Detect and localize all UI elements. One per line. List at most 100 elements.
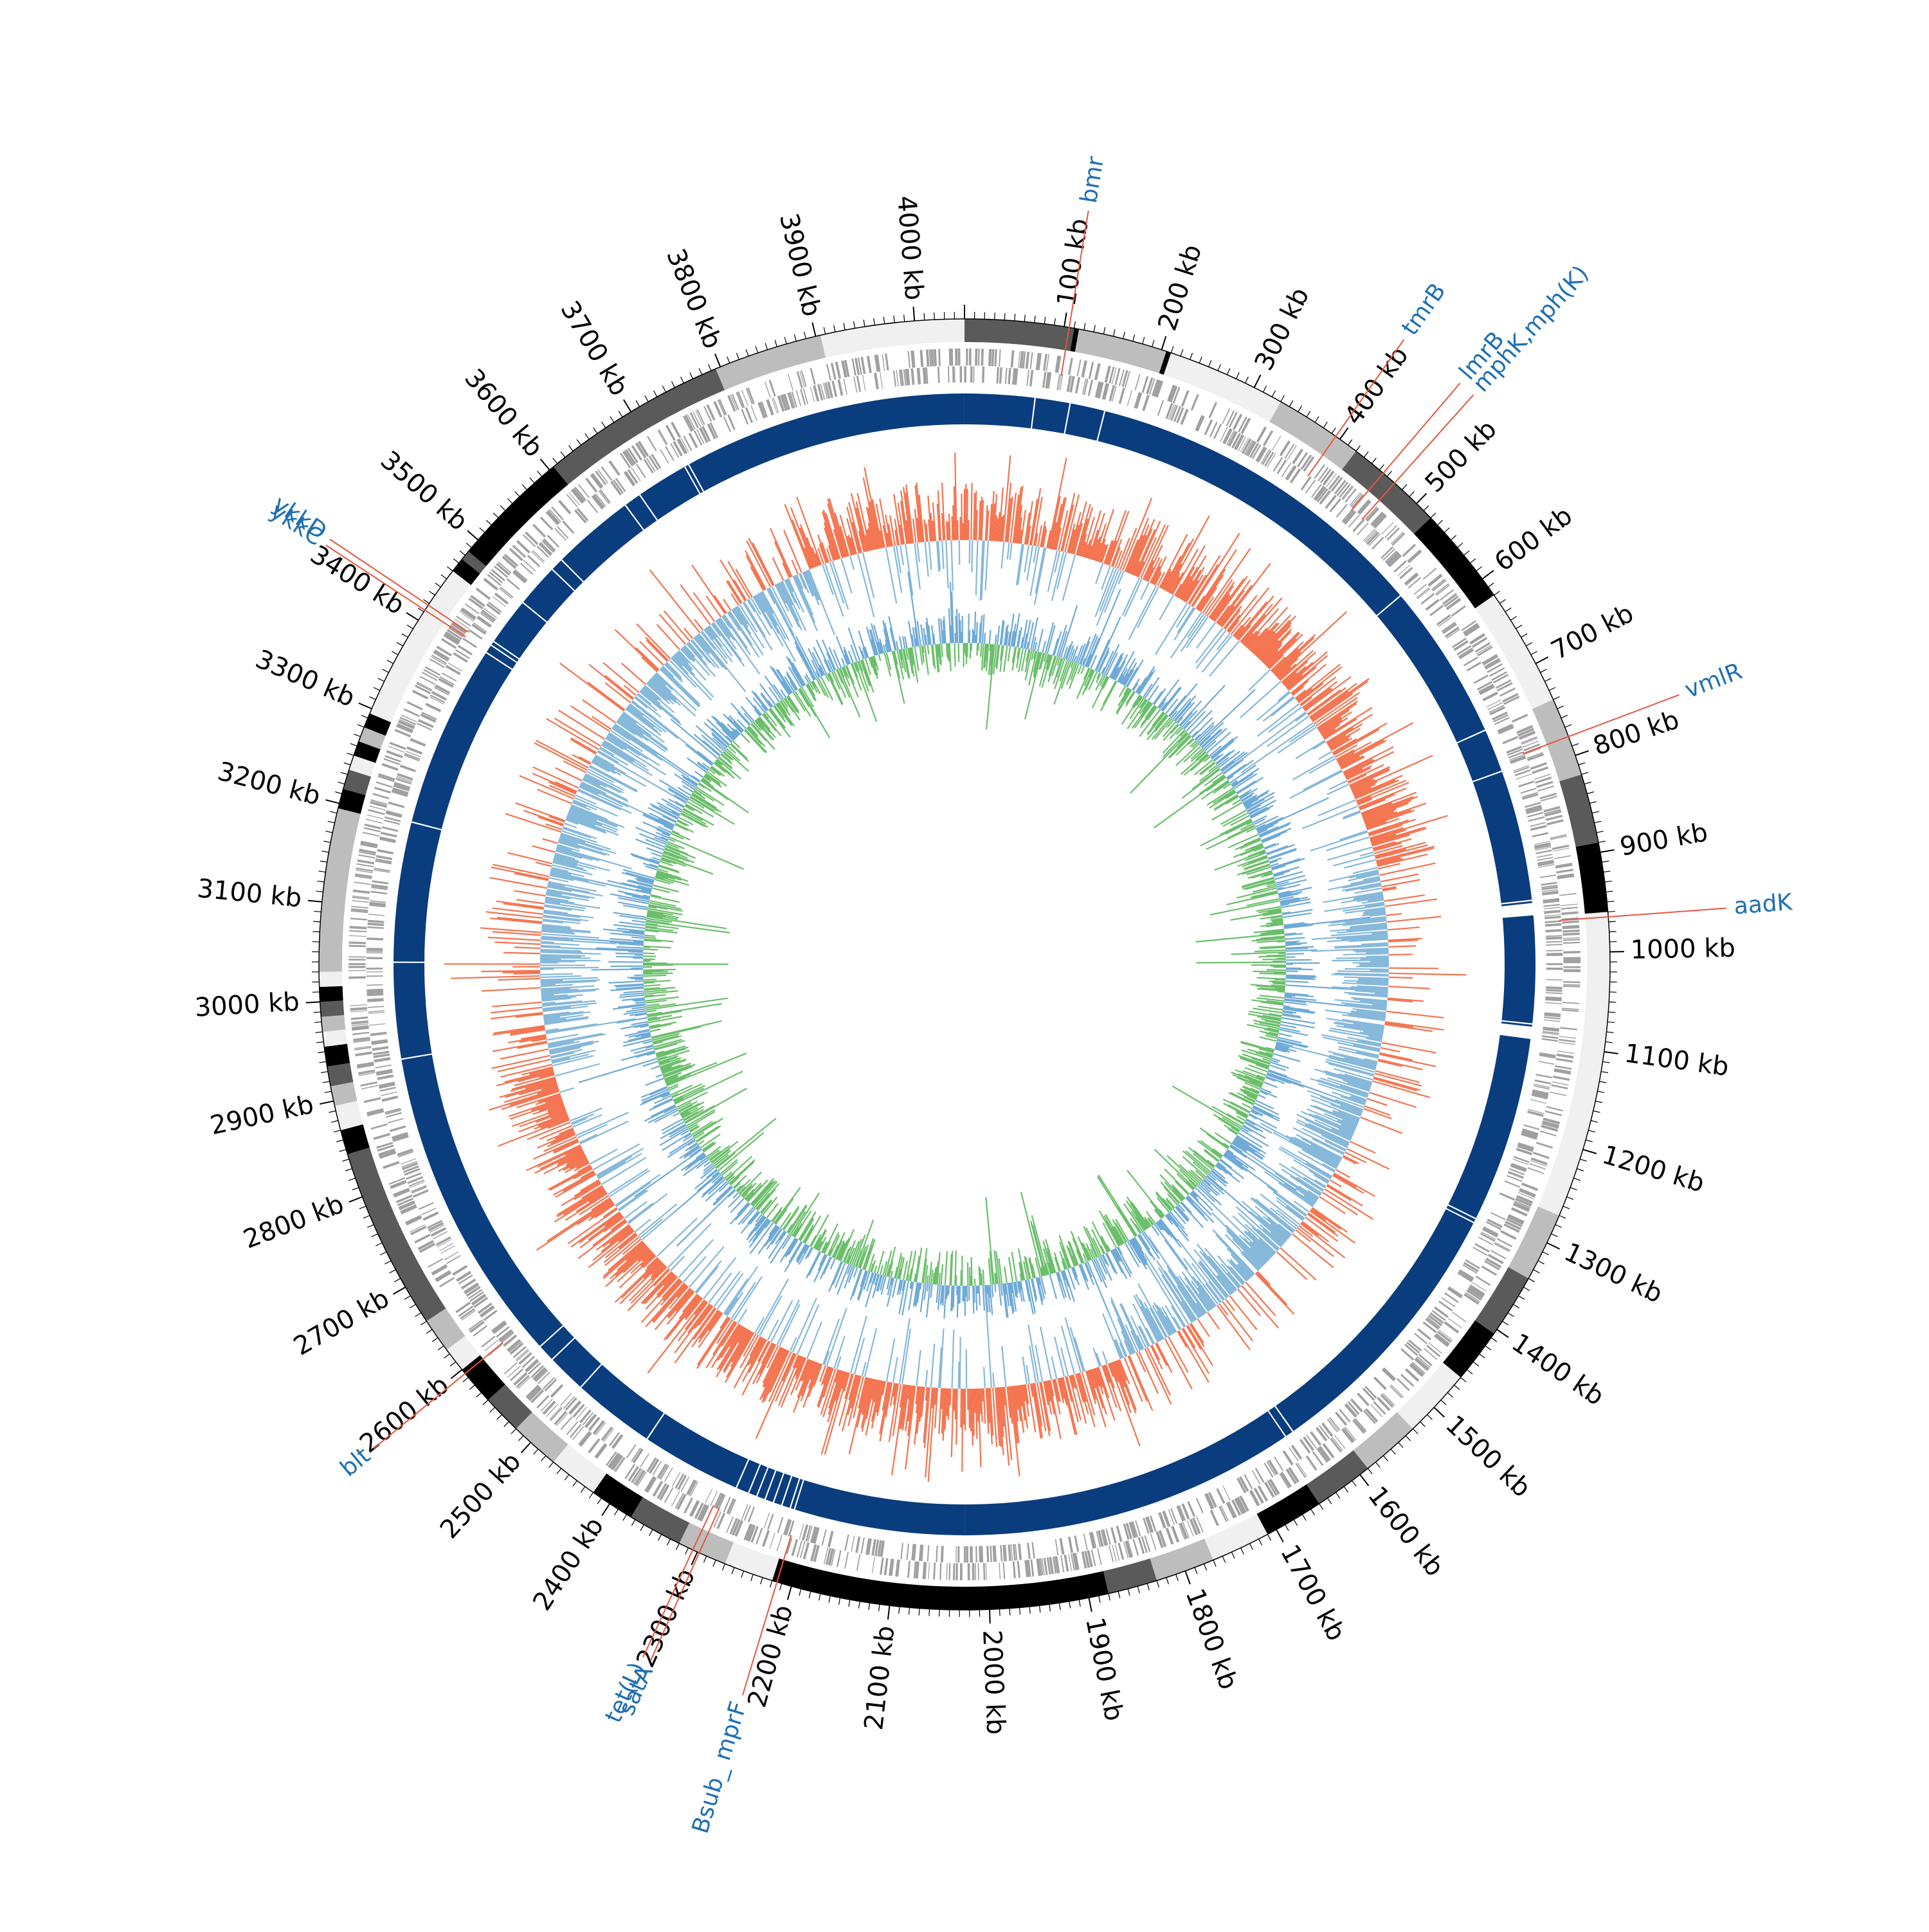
gc-skew-bar: [1147, 1348, 1170, 1396]
gc-skew-bar: [757, 1279, 789, 1335]
gc-skew-bar: [491, 1007, 542, 1013]
gc-skew-bar: [1366, 952, 1389, 953]
gc-content-bar: [928, 645, 929, 654]
gene-feature: [1301, 476, 1312, 491]
gc-skew-bar: [1141, 582, 1149, 600]
gene-feature: [928, 1562, 930, 1580]
gc-content-bar: [644, 979, 657, 980]
gc-content-bar: [1253, 971, 1285, 972]
gc-content-bar: [624, 991, 644, 993]
gene-feature: [1060, 1555, 1064, 1572]
gene-feature: [986, 1546, 989, 1562]
gc-content-bar: [1278, 1033, 1292, 1036]
gene-feature: [792, 1539, 799, 1556]
gc-content-bar: [982, 644, 983, 671]
gc-content-bar: [941, 1264, 943, 1285]
gene-feature: [1561, 911, 1579, 915]
gc-skew-bar: [1375, 842, 1426, 856]
gc-content-bar: [1085, 636, 1098, 666]
gene-feature: [1083, 1534, 1088, 1550]
gc-content-bar: [959, 613, 960, 643]
gc-skew-bar: [1343, 1156, 1359, 1164]
gc-content-bar: [647, 746, 700, 782]
gc-content-bar: [716, 1119, 776, 1168]
gc-skew-bar: [1278, 691, 1290, 701]
gc-skew-bar: [493, 1042, 547, 1052]
gene-feature: [1546, 1106, 1563, 1111]
gc-content-bar: [1231, 952, 1286, 954]
gc-skew-bar: [1369, 1092, 1416, 1107]
gc-skew-bar: [952, 1330, 954, 1389]
gene-feature: [1541, 1038, 1558, 1042]
gc-skew-bar: [613, 726, 689, 777]
gc-content-bar: [995, 635, 996, 644]
gc-skew-bar: [962, 1389, 963, 1472]
gc-skew-bar: [1229, 1296, 1256, 1330]
gene-feature: [1474, 674, 1489, 684]
gc-skew-bar: [976, 510, 977, 540]
gc-content-bar: [770, 666, 789, 695]
gc-skew-bar: [646, 637, 668, 660]
gc-content-bar: [685, 1155, 706, 1170]
gc-skew-bar: [1093, 1348, 1100, 1366]
gene-feature: [856, 1554, 860, 1571]
gc-skew-bar: [580, 1216, 623, 1248]
gc-skew-bar: [547, 719, 599, 750]
gc-content-bar: [931, 1284, 932, 1297]
gene-feature: [1459, 649, 1474, 659]
gc-skew-bar: [503, 972, 540, 973]
gc-skew-bar: [1118, 571, 1123, 584]
gc-content-bar: [644, 814, 673, 828]
gc-skew-bar: [1386, 1011, 1444, 1018]
gc-skew-bar: [1257, 692, 1291, 720]
gc-skew-bar: [1381, 1048, 1400, 1052]
gc-skew-bar: [696, 1267, 718, 1294]
gc-skew-bar: [514, 874, 548, 881]
gene-feature: [1563, 981, 1580, 983]
gene-feature: [1562, 921, 1579, 924]
gc-skew-bar: [900, 545, 903, 566]
gc-skew-bar: [1125, 579, 1142, 617]
gc-content-bar: [1257, 798, 1329, 831]
gene-feature: [844, 1535, 849, 1551]
gene-feature: [1545, 920, 1562, 923]
gc-skew-bar: [1035, 548, 1046, 604]
gc-content-bar: [1271, 1062, 1289, 1068]
gc-skew-bar: [560, 664, 624, 711]
gene-feature: [1505, 1180, 1520, 1188]
gc-content-bar: [1009, 1257, 1013, 1282]
gene-feature: [1191, 394, 1199, 411]
gene-feature: [1416, 587, 1429, 598]
gene-feature: [1542, 1035, 1559, 1039]
gene-feature: [1373, 1378, 1386, 1390]
gc-content-bar: [979, 1266, 980, 1285]
gc-skew-bar: [597, 1161, 626, 1177]
gc-skew-bar: [560, 1088, 574, 1092]
gene-feature: [1187, 1501, 1195, 1517]
gc-content-bar: [976, 1286, 977, 1311]
gene-feature: [1563, 986, 1580, 988]
gene-feature: [1373, 1377, 1386, 1390]
gc-content-bar: [645, 1078, 664, 1085]
gc-content-bar: [657, 829, 671, 835]
gene-feature: [1543, 904, 1560, 907]
gc-skew-bar: [498, 979, 541, 980]
gene-feature: [957, 1546, 959, 1562]
gene-feature: [1544, 916, 1561, 919]
gene-feature: [1546, 986, 1562, 989]
gene-feature: [986, 1563, 987, 1580]
gene-feature: [1438, 1301, 1453, 1312]
gene-feature: [994, 349, 997, 366]
gc-skew-bar: [727, 581, 741, 604]
gc-skew-bar: [541, 943, 579, 945]
gene-feature: [1172, 1526, 1180, 1542]
gc-skew-bar: [513, 973, 540, 974]
gc-content-bar: [1213, 1114, 1240, 1130]
gene-feature: [822, 1530, 827, 1546]
gene-feature: [1561, 907, 1578, 910]
gc-skew-bar: [753, 543, 774, 585]
gc-skew-bar: [1347, 1149, 1390, 1169]
gc-content-bar: [1050, 1274, 1056, 1299]
gc-content-bar: [1192, 768, 1219, 789]
gene-feature: [1545, 1002, 1561, 1004]
